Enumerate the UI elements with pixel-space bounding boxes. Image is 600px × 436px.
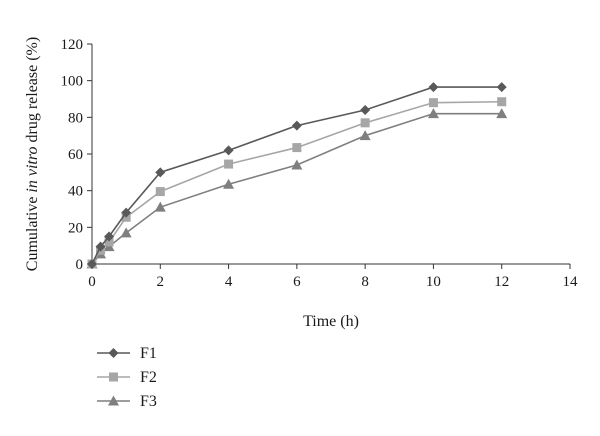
x-tick-label: 10 xyxy=(426,274,441,290)
y-title-part-3: drug release (%) xyxy=(24,37,41,147)
legend-label: F1 xyxy=(140,345,157,362)
y-ticks: 0 20 40 60 80 100 120 xyxy=(61,37,92,273)
data-point-F1 xyxy=(95,241,106,252)
y-tick-label: 0 xyxy=(76,257,84,273)
data-point-F1 xyxy=(223,145,234,156)
y-axis-title: Cumulative in vitro drug release (%) xyxy=(24,37,41,271)
y-tick-label: 80 xyxy=(68,110,83,126)
x-tick-label: 0 xyxy=(88,274,96,290)
legend: F1 F2 F3 xyxy=(97,345,157,410)
data-point-F1 xyxy=(360,105,371,115)
legend-item-F3: F3 xyxy=(97,393,157,410)
legend-item-F2: F2 xyxy=(97,369,157,386)
y-tick-label: 100 xyxy=(61,74,84,90)
x-ticks: 0 2 4 6 8 10 12 14 xyxy=(88,264,578,290)
data-point-F1 xyxy=(121,207,132,218)
data-point-F3 xyxy=(120,227,132,238)
x-axis-title: Time (h) xyxy=(303,313,359,330)
data-point-F3 xyxy=(154,201,166,212)
legend-marker-F1 xyxy=(108,348,119,358)
y-tick-label: 60 xyxy=(68,147,83,163)
y-tick-label: 20 xyxy=(68,220,83,236)
data-point-F1 xyxy=(291,120,302,131)
series-line-F1 xyxy=(91,86,502,265)
y-tick-label: 120 xyxy=(61,37,84,53)
data-point-F3 xyxy=(427,108,439,119)
data-point-F3 xyxy=(291,159,303,170)
x-tick-label: 8 xyxy=(361,274,369,290)
x-tick-label: 4 xyxy=(225,274,233,290)
y-tick-label: 40 xyxy=(68,184,83,200)
data-point-F2 xyxy=(224,159,234,169)
data-point-F1 xyxy=(155,167,166,178)
data-point-F3 xyxy=(223,178,235,189)
legend-item-F1: F1 xyxy=(97,345,157,362)
x-tick-label: 6 xyxy=(293,274,301,290)
data-point-F1 xyxy=(428,82,439,93)
series-line-F3 xyxy=(91,112,502,265)
data-point-F3 xyxy=(496,108,508,119)
x-tick-label: 14 xyxy=(563,274,579,290)
legend-marker-F2 xyxy=(109,372,118,382)
data-point-F2 xyxy=(428,98,438,108)
y-title-part-1: Cumulative xyxy=(24,193,41,272)
legend-marker-F3 xyxy=(108,395,119,406)
axes xyxy=(91,44,570,265)
legend-label: F2 xyxy=(140,369,157,386)
data-point-F1 xyxy=(104,231,115,242)
data-point-F2 xyxy=(292,143,302,153)
data-point-F3 xyxy=(359,130,371,141)
series-F3 xyxy=(86,108,508,269)
data-point-F1 xyxy=(87,259,97,269)
legend-label: F3 xyxy=(140,393,157,410)
data-point-F2 xyxy=(155,187,165,197)
x-tick-label: 12 xyxy=(494,274,509,290)
data-point-F1 xyxy=(496,82,507,93)
x-tick-label: 2 xyxy=(157,274,165,290)
data-point-F2 xyxy=(497,97,507,107)
plot-area xyxy=(86,82,508,269)
y-title-part-2: in vitro xyxy=(24,146,41,192)
series-F1 xyxy=(87,82,507,269)
data-point-F2 xyxy=(104,237,114,247)
data-point-F2 xyxy=(360,118,370,128)
